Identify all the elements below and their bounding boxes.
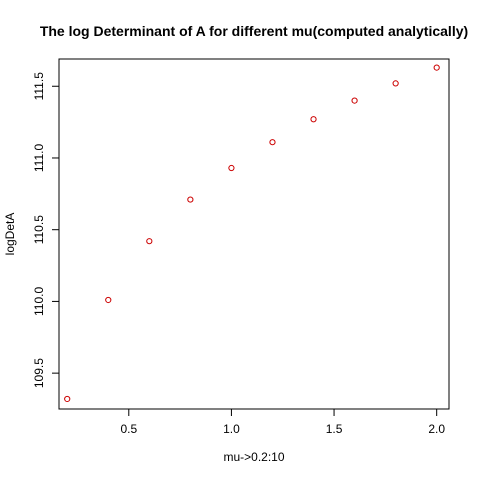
data-point [310,116,317,123]
x-axis: 0.5 1.0 1.5 2.0 [120,409,445,436]
data-point [351,97,358,104]
y-tick-label: 109.5 [32,358,46,388]
x-tick-label: 1.5 [326,422,343,436]
y-axis-label: logDetA [3,213,17,256]
data-point [187,196,194,203]
data-point [433,64,440,71]
y-tick-label: 111.5 [32,72,46,101]
data-points [64,64,440,403]
data-point [269,139,276,146]
x-axis-label: mu->0.2:10 [223,450,284,464]
chart-title: The log Determinant of A for different m… [40,23,468,39]
plot-frame [58,58,450,410]
x-tick-label: 0.5 [120,422,137,436]
data-point [146,238,153,245]
data-point [228,164,235,172]
x-tick-label: 2.0 [428,422,445,436]
y-tick-label: 111.0 [32,144,46,173]
data-point [105,296,112,304]
data-point [392,80,399,87]
y-axis: 109.5 110.0 110.5 111.0 111.5 [32,72,59,388]
x-tick-label: 1.0 [223,422,240,436]
y-tick-label: 110.5 [32,215,46,244]
data-point [64,395,71,403]
y-tick-label: 110.0 [32,287,46,316]
